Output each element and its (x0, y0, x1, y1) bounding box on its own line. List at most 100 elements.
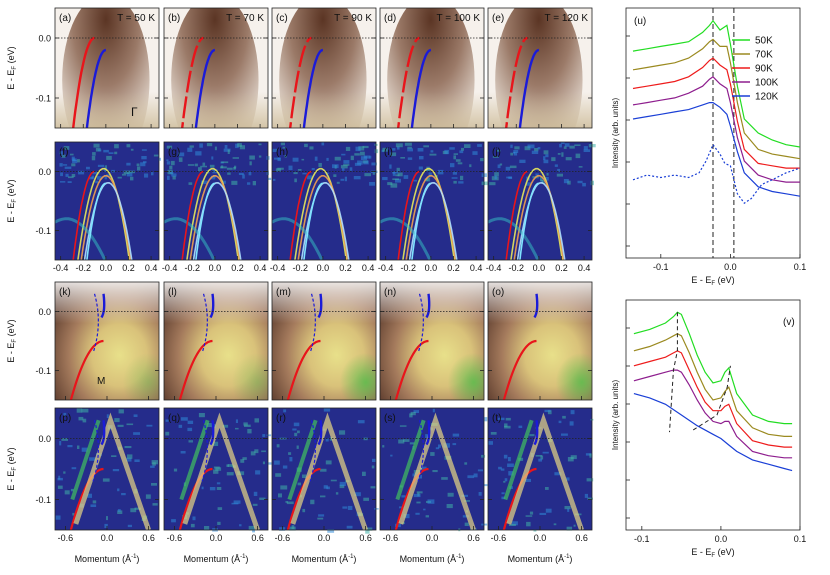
curvature-speckle (327, 529, 335, 533)
curvature-speckle (302, 508, 306, 513)
curvature-speckle (407, 146, 412, 149)
edc-plot: -0.1 0.0 0.1 E - EF (eV) Intensity (arb. uni… (611, 299, 806, 559)
curvature-speckle (141, 156, 147, 160)
curvature-speckle (480, 158, 485, 162)
curvature-speckle (505, 417, 511, 421)
spectrum-panel: (s) -0.6 0.0 0.6 Momentum (Å-1) (379, 407, 488, 564)
legend-label: 90K (755, 64, 773, 75)
curvature-speckle (477, 469, 483, 472)
curvature-speckle (413, 493, 421, 498)
spectrum-panel: (m) (271, 281, 377, 401)
curvature-speckle (289, 457, 293, 462)
curvature-speckle (545, 487, 549, 490)
outer-band-fit (397, 170, 420, 260)
curvature-speckle (267, 177, 272, 180)
curvature-speckle (284, 154, 287, 158)
curvature-speckle (499, 163, 503, 166)
curvature-speckle (371, 465, 375, 469)
panel-label: (g) (168, 147, 180, 158)
panel-label: (p) (59, 413, 71, 424)
curvature-speckle (169, 171, 174, 175)
curvature-speckle (541, 180, 545, 184)
x-tick-label: 0.1 (794, 262, 807, 272)
curvature-speckle (296, 445, 299, 449)
curvature-speckle (235, 419, 238, 423)
curvature-speckle (563, 146, 567, 149)
curvature-band (297, 175, 349, 260)
curvature-speckle (126, 423, 134, 426)
curvature-speckle (92, 152, 96, 156)
curvature-speckle (589, 453, 593, 458)
x-tick-label: -0.6 (383, 533, 399, 543)
curvature-speckle (460, 175, 464, 181)
curvature-speckle (317, 517, 324, 520)
curvature-speckle (511, 521, 518, 526)
hole-band-dashed (92, 293, 99, 353)
curvature-speckle (462, 515, 470, 518)
curvature-speckle (553, 523, 557, 526)
curvature-speckle (106, 414, 109, 418)
intensity-shading (55, 282, 159, 400)
curvature-speckle (508, 523, 516, 526)
curvature-speckle (200, 165, 207, 168)
curvature-speckle (417, 148, 424, 152)
inner-band-fit (519, 182, 540, 260)
panel-label: (m) (276, 287, 291, 298)
x-tick-label: 0.4 (145, 263, 158, 273)
x-tick-label: -0.4 (270, 263, 286, 273)
curvature-speckle (535, 455, 542, 457)
curvature-speckle (239, 145, 245, 150)
curvature-speckle (169, 165, 173, 170)
curvature-speckle (339, 481, 346, 486)
curvature-speckle (158, 157, 161, 161)
band-group (394, 412, 476, 530)
curvature-speckle (426, 177, 431, 182)
x-tick-label: -0.6 (167, 533, 183, 543)
curvature-speckle (326, 172, 329, 175)
curvature-speckle (489, 182, 496, 186)
panel-label: (n) (384, 287, 396, 298)
curvature-speckle (464, 462, 468, 465)
curvature-speckle (67, 181, 72, 183)
curvature-speckle (237, 471, 245, 476)
curvature-speckle (104, 165, 107, 169)
curvature-speckle (77, 159, 80, 163)
curvature-speckle (127, 524, 132, 528)
curvature-speckle (89, 176, 94, 180)
curvature-speckle (64, 490, 70, 495)
electron-band-fit (502, 467, 537, 530)
curvature-speckle (188, 440, 193, 443)
curvature-band (506, 412, 584, 530)
curvature-speckle (309, 146, 314, 150)
curvature-speckle (192, 516, 196, 521)
curvature-speckle (64, 166, 72, 169)
curvature-speckle (129, 170, 135, 174)
curvature-speckle (190, 523, 195, 528)
curvature-band (70, 419, 101, 501)
curvature-speckle (453, 155, 456, 160)
curvature-speckle (362, 145, 369, 149)
curvature-speckle (274, 157, 281, 160)
x-tick-label: -0.6 (491, 533, 507, 543)
curvature-speckle (420, 466, 427, 470)
y-tick-label: -0.1 (35, 366, 51, 376)
curvature-speckle (280, 485, 288, 490)
curvature-speckle (130, 508, 137, 513)
curvature-speckle (363, 437, 368, 441)
curvature-speckle (538, 458, 542, 462)
band-group (502, 412, 584, 530)
curvature-speckle (63, 471, 66, 474)
x-tick-label: -0.6 (275, 533, 291, 543)
curvature-speckle (212, 441, 219, 446)
curvature-speckle (349, 167, 353, 171)
x-tick-label: 0.0 (210, 533, 223, 543)
curvature-band (395, 419, 426, 501)
curvature-speckle (137, 166, 141, 171)
curvature-speckle (551, 157, 556, 162)
hole-band-fit (533, 420, 539, 446)
curvature-speckle (121, 493, 126, 496)
curvature-speckle (321, 142, 325, 146)
curvature-map (380, 142, 484, 260)
curvature-speckle (453, 153, 458, 155)
curvature-speckle (435, 447, 440, 450)
